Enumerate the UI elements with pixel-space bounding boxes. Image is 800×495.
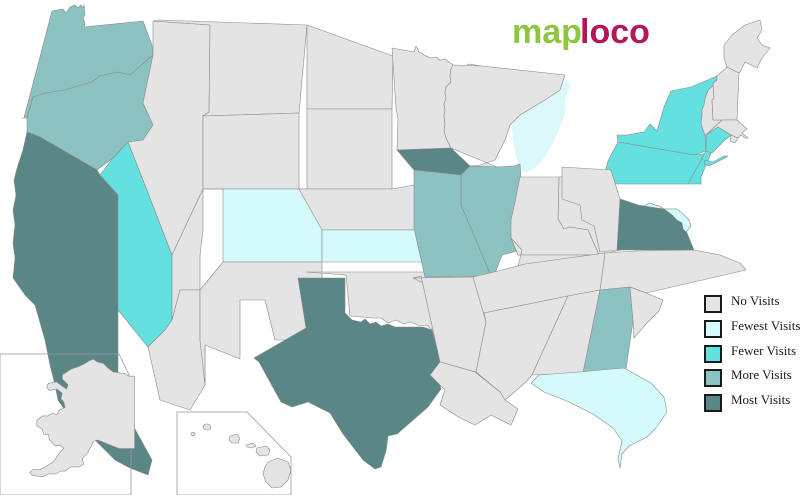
svg-text:map: map bbox=[512, 13, 582, 51]
svg-text:loco: loco bbox=[580, 13, 650, 51]
